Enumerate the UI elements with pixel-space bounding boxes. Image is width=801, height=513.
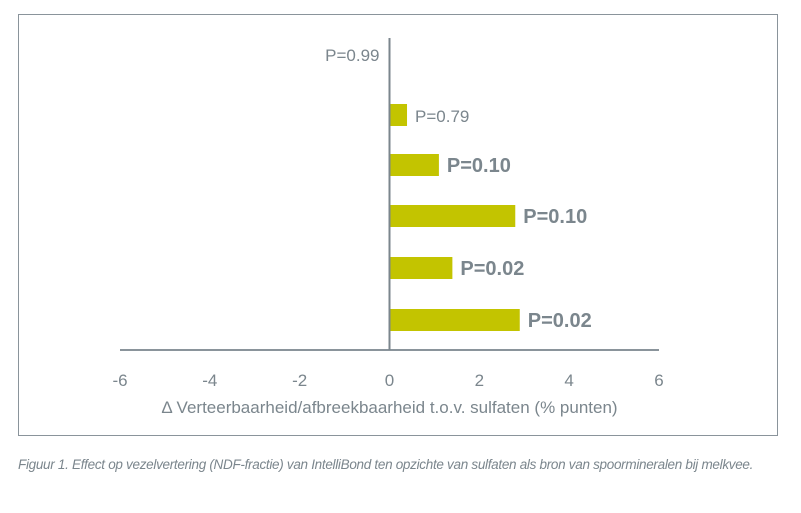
data-label: P=0.02 (460, 258, 524, 280)
data-label: P=0.02 (528, 310, 592, 332)
x-tick-label: 6 (654, 371, 663, 390)
x-tick-label: -6 (112, 371, 127, 390)
bar-chart: P=0.99 P=0.79 P=0.10 P=0.10 P=0.02 P=0.02 -6 -4… (112, 38, 664, 417)
figure-caption: Figuur 1. Effect op vezelvertering (NDF-… (18, 457, 754, 472)
bar (390, 257, 453, 279)
data-label: P=0.10 (447, 155, 511, 177)
bar (390, 154, 439, 176)
bar (390, 205, 516, 227)
bar (390, 104, 408, 126)
x-tick-label: 0 (385, 371, 394, 390)
x-tick-label: -4 (202, 371, 217, 390)
x-tick-label: -2 (292, 371, 307, 390)
x-tick-label: 4 (564, 371, 573, 390)
x-tick-label: 2 (475, 371, 484, 390)
x-axis-title: Δ Verteerbaarheid/afbreekbaarheid t.o.v.… (161, 398, 617, 417)
chart-frame (18, 14, 778, 436)
data-label: P=0.10 (523, 206, 587, 228)
bar (390, 309, 520, 331)
data-label: P=0.79 (415, 107, 469, 126)
data-label: P=0.99 (325, 46, 379, 65)
